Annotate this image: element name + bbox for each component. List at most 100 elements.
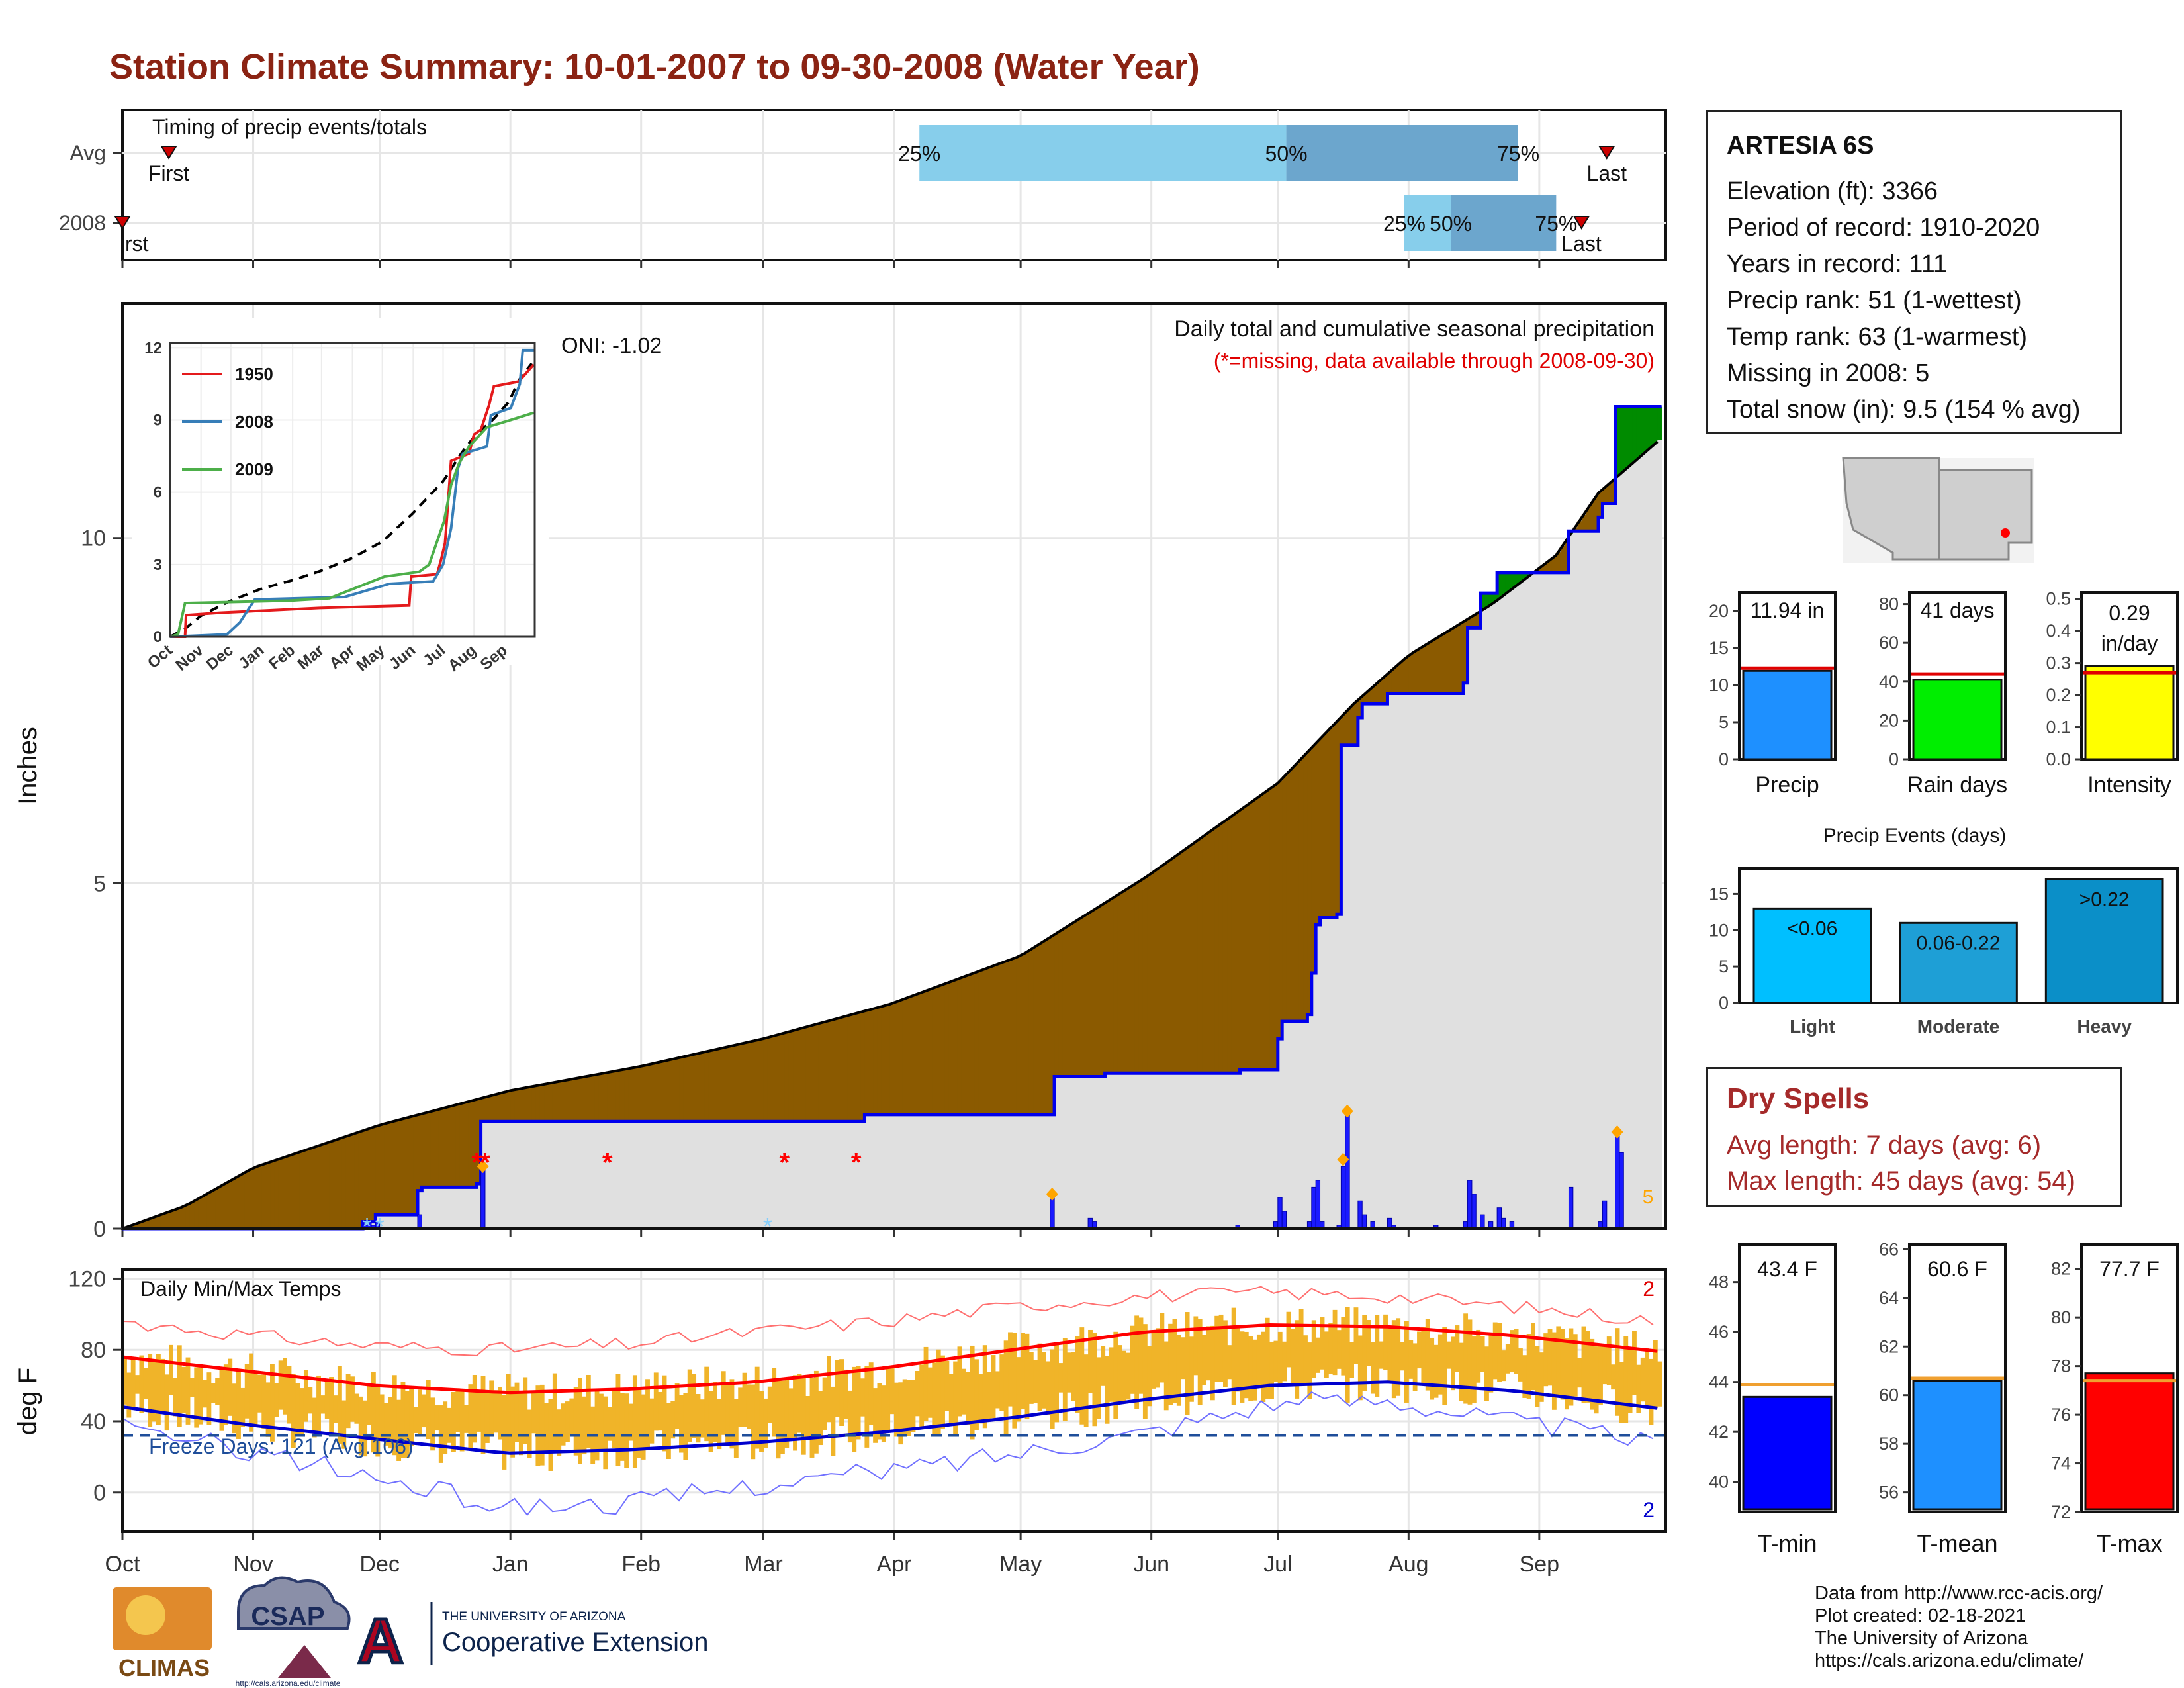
below-fill bbox=[561, 1121, 566, 1229]
daily-temp-range bbox=[316, 1375, 321, 1435]
below-fill bbox=[1324, 917, 1329, 1229]
month-tick-label: Jul bbox=[1263, 1552, 1292, 1577]
deficit-fill bbox=[1236, 812, 1241, 1074]
mini-y-tick: 10 bbox=[1709, 675, 1729, 695]
daily-temp-range bbox=[122, 1357, 127, 1405]
station-line: Period of record: 1910-2020 bbox=[1727, 214, 2040, 242]
surplus-fill bbox=[1632, 406, 1637, 462]
daily-temp-range bbox=[1437, 1334, 1443, 1395]
below-fill bbox=[1320, 917, 1325, 1229]
daily-temp-range bbox=[1067, 1352, 1072, 1393]
csap-cloud bbox=[237, 1576, 351, 1630]
deficit-fill bbox=[615, 1070, 621, 1122]
daily-temp-range bbox=[223, 1364, 228, 1425]
deficit-fill bbox=[1142, 877, 1148, 1074]
deficit-fill bbox=[1269, 787, 1275, 1070]
daily-temp-range bbox=[670, 1401, 676, 1439]
ua-letter: A bbox=[357, 1606, 403, 1677]
daily-temp-range bbox=[746, 1384, 751, 1429]
daily-temp-range bbox=[868, 1362, 874, 1425]
deficit-fill bbox=[578, 1077, 583, 1122]
daily-precip-bar bbox=[1277, 1197, 1283, 1229]
temp-bar-value: 43.4 F bbox=[1757, 1257, 1817, 1281]
pct-label: 50% bbox=[1265, 142, 1308, 165]
mini-y-tick: 20 bbox=[1879, 710, 1899, 730]
daily-temp-range bbox=[927, 1367, 933, 1418]
mini-bar bbox=[1912, 679, 2003, 761]
month-axis: Oct Nov Dec Jan Feb Mar Apr May Jun Jul Aug Sep bbox=[105, 1552, 1560, 1577]
daily-temp-range bbox=[653, 1372, 659, 1431]
daily-temp-range bbox=[1337, 1330, 1342, 1369]
deficit-fill bbox=[287, 1155, 292, 1229]
below-fill bbox=[1497, 598, 1502, 1229]
daily-temp-range bbox=[1606, 1336, 1612, 1385]
below-fill bbox=[1518, 583, 1523, 1229]
daily-temp-range bbox=[1653, 1340, 1658, 1408]
deficit-fill bbox=[447, 1106, 452, 1188]
deficit-fill bbox=[438, 1109, 443, 1188]
below-fill bbox=[493, 1121, 498, 1229]
temp-bar-value: 60.6 F bbox=[1927, 1257, 1987, 1281]
below-fill bbox=[1117, 1073, 1122, 1229]
daily-temp-range bbox=[565, 1401, 570, 1442]
deficit-fill bbox=[818, 1023, 823, 1122]
daily-temp-range bbox=[1024, 1333, 1030, 1420]
below-fill bbox=[1105, 1073, 1110, 1229]
deficit-fill bbox=[767, 1037, 772, 1122]
deficit-fill bbox=[852, 1013, 857, 1122]
daily-temp-range bbox=[1163, 1341, 1169, 1411]
surplus-fill bbox=[1484, 593, 1489, 608]
deficit-fill bbox=[363, 1130, 368, 1222]
month-tick-label: Aug bbox=[1388, 1552, 1429, 1577]
deficit-fill bbox=[1130, 885, 1135, 1074]
deficit-fill bbox=[932, 988, 937, 1115]
daily-temp-range bbox=[1353, 1307, 1359, 1364]
below-fill bbox=[978, 1114, 983, 1229]
below-fill bbox=[907, 1114, 912, 1229]
daily-precip-bar bbox=[1480, 1214, 1485, 1229]
deficit-fill bbox=[1560, 545, 1565, 573]
deficit-fill bbox=[1117, 893, 1122, 1074]
deficit-fill bbox=[557, 1081, 562, 1122]
deficit-fill bbox=[603, 1072, 608, 1122]
below-fill bbox=[1345, 745, 1350, 1229]
daily-temp-range bbox=[692, 1374, 697, 1438]
daily-temp-range bbox=[1543, 1333, 1549, 1387]
temp-bar bbox=[2084, 1372, 2175, 1511]
deficit-fill bbox=[847, 1015, 852, 1122]
below-fill bbox=[1168, 1073, 1173, 1229]
daily-temp-range bbox=[194, 1367, 199, 1428]
below-fill bbox=[1349, 745, 1355, 1229]
below-fill bbox=[991, 1114, 996, 1229]
daily-temp-range bbox=[1585, 1331, 1590, 1403]
daily-temp-range bbox=[1632, 1331, 1637, 1395]
deficit-fill bbox=[751, 1041, 756, 1122]
deficit-fill bbox=[1222, 820, 1228, 1074]
below-fill bbox=[974, 1114, 979, 1229]
below-fill bbox=[1383, 704, 1388, 1229]
deficit-fill bbox=[1345, 710, 1350, 745]
below-fill bbox=[1446, 693, 1451, 1229]
daily-temp-range bbox=[1627, 1349, 1633, 1413]
daily-temp-range bbox=[418, 1389, 422, 1434]
daily-temp-range bbox=[459, 1389, 465, 1452]
deficit-fill bbox=[169, 1211, 174, 1229]
below-fill bbox=[1261, 1070, 1266, 1229]
deficit-fill bbox=[312, 1147, 317, 1229]
daily-temp-range bbox=[776, 1378, 781, 1459]
daily-temp-range bbox=[1623, 1336, 1629, 1423]
deficit-fill bbox=[244, 1171, 250, 1229]
below-fill bbox=[1079, 1076, 1085, 1229]
daily-temp-range bbox=[1572, 1334, 1578, 1397]
below-fill bbox=[1627, 465, 1633, 1229]
deficit-fill bbox=[472, 1100, 477, 1188]
daily-temp-range bbox=[257, 1374, 262, 1413]
daily-temp-range bbox=[1193, 1316, 1199, 1376]
y-tick-label: 0 bbox=[93, 1217, 106, 1242]
daily-temp-range bbox=[725, 1382, 731, 1444]
deficit-fill bbox=[1138, 880, 1144, 1074]
below-fill bbox=[1619, 473, 1624, 1229]
deficit-fill bbox=[868, 1009, 874, 1115]
below-fill bbox=[1526, 576, 1531, 1229]
daily-temp-range bbox=[1050, 1349, 1055, 1429]
